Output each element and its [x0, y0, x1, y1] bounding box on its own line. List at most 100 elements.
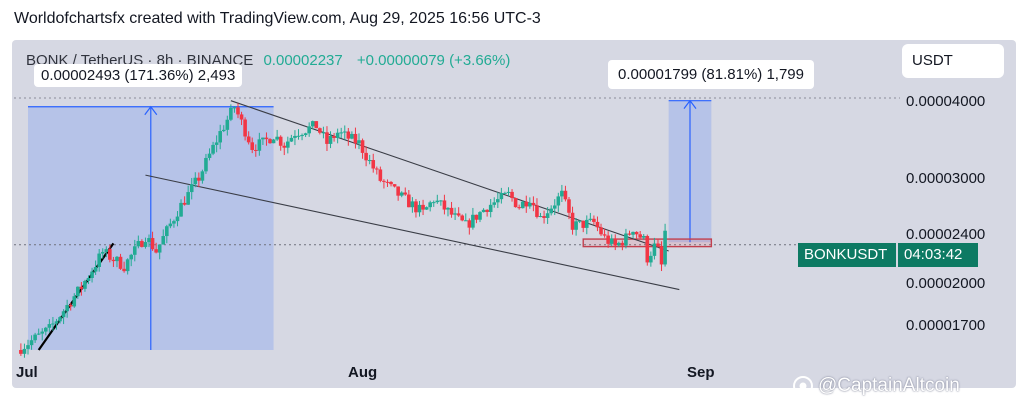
candle-up	[86, 277, 91, 281]
candle-up	[90, 271, 94, 278]
candle-up	[54, 321, 59, 324]
candle-down	[403, 192, 408, 195]
candle-down	[392, 184, 397, 187]
candle-down	[389, 181, 393, 185]
candle-up	[172, 221, 176, 224]
candle-up	[520, 201, 525, 209]
candle-down	[645, 236, 650, 263]
measure-label-right: 0.00001799 (81.81%) 1,799	[608, 60, 814, 89]
measure-arrow-head	[683, 99, 697, 110]
candle-up	[399, 192, 404, 196]
candle-up	[481, 209, 486, 213]
candle-up	[300, 135, 304, 137]
candle-up	[175, 216, 180, 222]
candle-down	[154, 249, 158, 253]
candle-up	[26, 345, 30, 349]
candle-down	[239, 114, 244, 120]
currency-unit-button[interactable]: USDT	[902, 44, 1004, 78]
time-tick: Aug	[348, 364, 378, 381]
candle-up	[157, 244, 162, 253]
candle-down	[278, 136, 283, 146]
candle-up	[584, 219, 589, 228]
candle-up	[186, 192, 190, 205]
candle-up	[147, 238, 151, 243]
candle-up	[43, 327, 48, 332]
candle-up	[310, 121, 315, 127]
time-tick: Jul	[16, 364, 38, 381]
candle-down	[243, 119, 247, 137]
price-tick: 0.00001700	[906, 317, 986, 334]
candle-up	[189, 184, 194, 193]
candle-up	[339, 132, 344, 134]
candle-up	[161, 236, 166, 245]
candle-down	[414, 201, 418, 213]
watermark: @CaptainAltcoin	[792, 375, 960, 397]
candle-down	[378, 169, 383, 181]
candle-up	[463, 220, 468, 222]
candle-up	[83, 280, 87, 289]
candle-up	[617, 242, 621, 246]
candle-up	[211, 144, 215, 154]
candle-up	[97, 253, 101, 268]
candle-down	[111, 259, 116, 262]
candle-up	[93, 267, 98, 272]
candle-down	[456, 213, 461, 216]
candle-down	[182, 202, 187, 205]
candle-down	[567, 199, 571, 213]
candle-up	[488, 204, 493, 212]
candle-down	[122, 268, 126, 272]
candle-up	[549, 208, 553, 214]
price-badge-countdown: 04:03:42	[898, 243, 978, 267]
price-tick: 0.00003000	[906, 170, 986, 187]
candle-down	[382, 180, 386, 182]
candle-up	[104, 249, 109, 252]
watermark-text: @CaptainAltcoin	[818, 375, 960, 396]
candle-down	[599, 227, 603, 235]
candle-up	[435, 200, 440, 203]
candle-up	[76, 286, 80, 297]
candle-up	[439, 200, 443, 202]
candle-up	[218, 131, 222, 143]
candle-down	[197, 177, 201, 181]
candle-up	[556, 196, 561, 206]
candle-down	[474, 214, 479, 220]
candle-down	[510, 191, 514, 199]
candle-down	[371, 160, 376, 169]
candle-down	[442, 200, 447, 210]
candle-up	[560, 190, 564, 197]
candle-up	[431, 202, 436, 204]
candle-down	[467, 220, 472, 228]
candle-down	[638, 234, 642, 238]
candle-down	[570, 212, 575, 230]
candle-up	[204, 157, 208, 172]
candle-up	[424, 207, 429, 210]
candle-up	[649, 255, 653, 263]
candle-down	[656, 243, 660, 247]
candle-down	[353, 133, 358, 144]
candle-up	[506, 191, 511, 193]
candle-down	[627, 233, 632, 235]
candle-up	[350, 133, 354, 139]
candle-up	[552, 205, 557, 209]
candle-up	[303, 133, 308, 136]
candle-down	[524, 201, 529, 207]
trendline	[230, 100, 669, 252]
candle-up	[51, 323, 55, 325]
candle-up	[499, 193, 504, 200]
candle-up	[641, 236, 646, 238]
candle-up	[478, 212, 482, 220]
candle-up	[528, 202, 532, 207]
candle-up	[72, 296, 77, 307]
candle-down	[535, 205, 539, 217]
candle-up	[663, 230, 667, 265]
candle-up	[588, 218, 593, 220]
candle-down	[118, 256, 123, 269]
candle-up	[132, 246, 137, 255]
candle-down	[332, 136, 336, 138]
candle-up	[503, 192, 507, 194]
candle-up	[574, 221, 578, 230]
price-tick: 0.00002400	[906, 226, 986, 243]
candle-down	[360, 140, 365, 153]
candle-down	[421, 204, 425, 210]
